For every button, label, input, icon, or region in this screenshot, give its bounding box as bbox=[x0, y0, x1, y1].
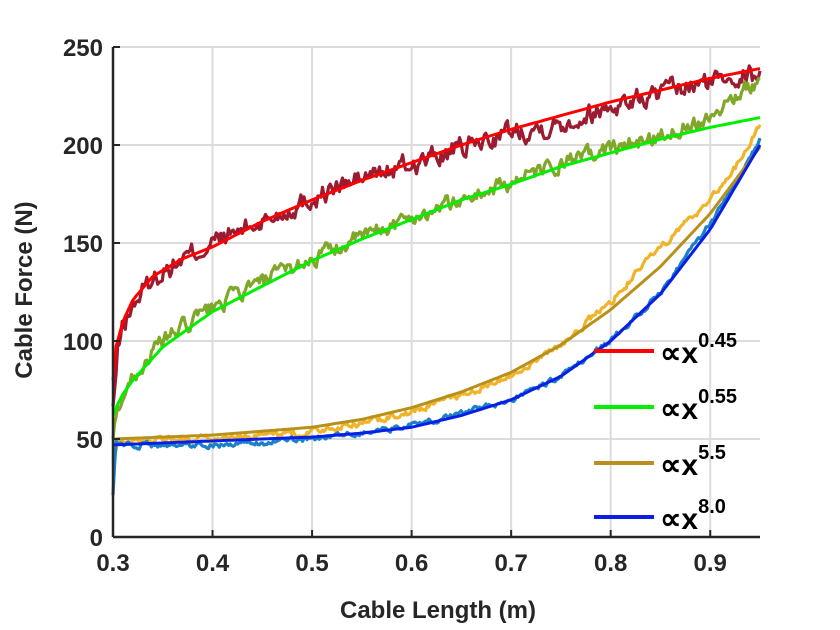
legend: ∝x0.45 ∝x0.55 ∝x5.5 ∝x8.0 bbox=[594, 330, 737, 536]
fit-series-line bbox=[112, 146, 762, 441]
y-tick-label: 200 bbox=[63, 133, 103, 160]
x-tick-label: 0.8 bbox=[594, 550, 627, 577]
x-axis-label: Cable Length (m) bbox=[340, 597, 536, 624]
legend-exponent: 0.45 bbox=[698, 330, 737, 352]
legend-label: ∝x5.5 bbox=[660, 442, 726, 482]
legend-exponent: 5.5 bbox=[698, 442, 726, 464]
x-tick-label: 0.9 bbox=[694, 550, 727, 577]
y-tick-label: 250 bbox=[63, 35, 103, 62]
y-tick-label: 50 bbox=[76, 427, 103, 454]
legend-exponent: 8.0 bbox=[698, 496, 726, 518]
x-tick-label: 0.4 bbox=[196, 550, 230, 577]
y-tick-label: 150 bbox=[63, 231, 103, 258]
y-tick-label: 0 bbox=[90, 525, 103, 552]
legend-label: ∝x0.55 bbox=[660, 386, 737, 426]
measured-series-line bbox=[111, 64, 762, 407]
x-tick-label: 0.3 bbox=[96, 550, 129, 577]
tick-labels: 0.3 0.4 0.5 0.6 0.7 0.8 0.9 0 50 100 150 200 250 bbox=[63, 35, 727, 577]
x-tick-label: 0.5 bbox=[295, 550, 328, 577]
legend-label: ∝x0.45 bbox=[660, 330, 737, 370]
y-tick-label: 100 bbox=[63, 329, 103, 356]
measured-series-line bbox=[111, 76, 761, 439]
measured-series-line bbox=[111, 137, 762, 496]
axes-frame bbox=[111, 46, 760, 539]
x-tick-label: 0.6 bbox=[395, 550, 428, 577]
legend-label: ∝x8.0 bbox=[660, 496, 726, 536]
fit-series-line bbox=[111, 67, 761, 381]
y-axis-label: Cable Force (N) bbox=[11, 201, 38, 378]
x-tick-label: 0.7 bbox=[494, 550, 527, 577]
legend-exponent: 0.55 bbox=[698, 386, 737, 408]
fit-series-line bbox=[112, 144, 762, 447]
data-series bbox=[111, 64, 762, 496]
fit-series-line bbox=[111, 116, 761, 417]
